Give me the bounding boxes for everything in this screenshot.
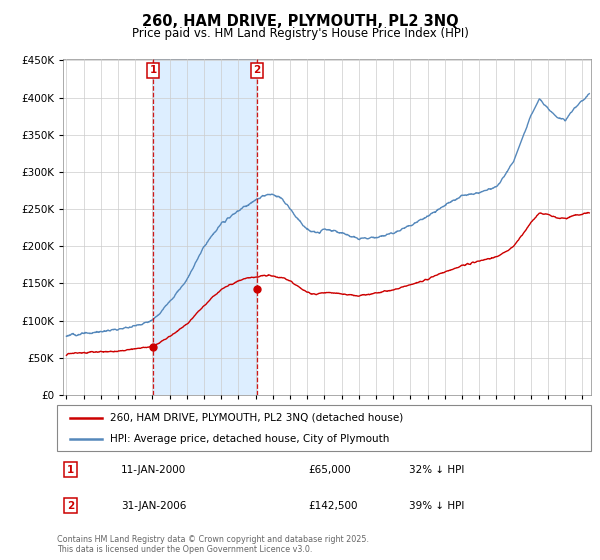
Text: 1: 1 bbox=[67, 465, 74, 475]
Text: 39% ↓ HPI: 39% ↓ HPI bbox=[409, 501, 465, 511]
Text: 2: 2 bbox=[67, 501, 74, 511]
Text: £65,000: £65,000 bbox=[308, 465, 351, 475]
Text: 260, HAM DRIVE, PLYMOUTH, PL2 3NQ (detached house): 260, HAM DRIVE, PLYMOUTH, PL2 3NQ (detac… bbox=[110, 413, 404, 423]
Text: 1: 1 bbox=[149, 66, 157, 76]
Text: 32% ↓ HPI: 32% ↓ HPI bbox=[409, 465, 465, 475]
Text: 2: 2 bbox=[253, 66, 260, 76]
Text: 31-JAN-2006: 31-JAN-2006 bbox=[121, 501, 187, 511]
Text: Price paid vs. HM Land Registry's House Price Index (HPI): Price paid vs. HM Land Registry's House … bbox=[131, 27, 469, 40]
Text: £142,500: £142,500 bbox=[308, 501, 358, 511]
Text: 11-JAN-2000: 11-JAN-2000 bbox=[121, 465, 187, 475]
Text: HPI: Average price, detached house, City of Plymouth: HPI: Average price, detached house, City… bbox=[110, 434, 390, 444]
Text: Contains HM Land Registry data © Crown copyright and database right 2025.
This d: Contains HM Land Registry data © Crown c… bbox=[57, 535, 369, 554]
Bar bbox=[153, 59, 257, 395]
Text: 260, HAM DRIVE, PLYMOUTH, PL2 3NQ: 260, HAM DRIVE, PLYMOUTH, PL2 3NQ bbox=[142, 14, 458, 29]
